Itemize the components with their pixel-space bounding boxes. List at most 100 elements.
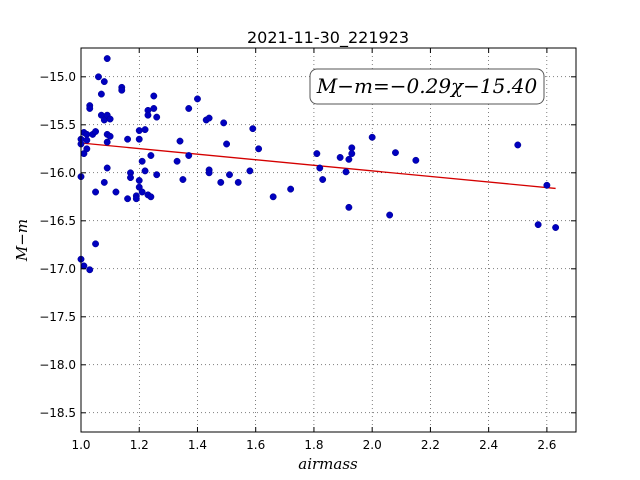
data-point: [147, 193, 155, 201]
data-point: [144, 111, 152, 119]
data-point: [368, 133, 376, 141]
y-tick-label: −18.5: [39, 406, 76, 420]
data-point: [92, 188, 100, 196]
data-point: [103, 138, 111, 146]
data-point: [86, 266, 94, 274]
data-point: [150, 92, 158, 100]
data-point: [135, 177, 143, 184]
y-tick-label: −15.5: [39, 118, 76, 132]
data-point: [80, 262, 88, 270]
data-point: [223, 140, 231, 148]
data-point: [348, 144, 356, 152]
annotation-box: [309, 68, 545, 105]
data-point: [153, 113, 161, 121]
y-tick-label: −16.0: [39, 166, 76, 180]
data-point: [316, 164, 324, 172]
data-point: [132, 195, 140, 203]
data-point: [392, 149, 399, 157]
data-point: [141, 126, 149, 134]
grid: [80, 48, 576, 432]
data-point: [348, 150, 356, 158]
data-point: [135, 135, 143, 143]
data-point: [135, 127, 143, 135]
y-tick-label: −18.0: [39, 358, 76, 372]
y-tick-label: −15.0: [39, 70, 76, 84]
y-axis-label: M−m: [13, 219, 31, 262]
data-point: [118, 86, 126, 94]
data-point: [246, 167, 254, 175]
plot-frame: [80, 47, 577, 433]
data-point: [124, 135, 132, 143]
data-point: [124, 195, 132, 203]
x-tick-labels: 1.0 1.2 1.4 1.6 1.8 2.0 2.2 2.4 2.6: [71, 438, 556, 452]
chart-title: 2021-11-30_221923: [247, 28, 409, 48]
data-point: [552, 224, 560, 231]
data-point: [514, 141, 522, 149]
x-tick-label: 2.2: [421, 438, 440, 452]
data-point: [92, 240, 100, 248]
data-point: [345, 155, 353, 163]
data-point: [103, 164, 111, 172]
data-point: [313, 150, 321, 158]
x-tick-label: 2.0: [363, 438, 382, 452]
data-point: [103, 55, 111, 63]
data-point: [336, 153, 344, 161]
y-tick-label: −17.0: [39, 262, 76, 276]
y-tick-label: −16.5: [39, 214, 76, 228]
x-tick-label: 1.6: [246, 438, 265, 452]
data-point: [150, 105, 158, 112]
data-point: [412, 156, 420, 164]
x-tick-label: 2.6: [537, 438, 556, 452]
data-point: [127, 174, 134, 182]
data-point: [179, 176, 187, 183]
x-tick-label: 1.8: [304, 438, 323, 452]
y-tick-labels: −15.0 −15.5 −16.0 −16.5 −17.0 −17.5 −18.0 −18.5: [39, 70, 76, 420]
data-point: [83, 136, 91, 144]
data-point: [106, 115, 114, 123]
data-point: [141, 167, 149, 175]
data-point: [153, 171, 161, 179]
data-point: [185, 152, 193, 159]
data-point: [386, 211, 394, 219]
y-tick-label: −17.5: [39, 310, 76, 324]
data-point: [217, 178, 225, 186]
data-point: [287, 185, 295, 193]
data-point: [176, 137, 184, 145]
data-point: [255, 145, 263, 153]
scatter-points: [77, 55, 560, 274]
x-tick-label: 1.4: [188, 438, 207, 452]
x-axis-label: airmass: [298, 455, 358, 473]
axis-ticks: [80, 48, 576, 432]
data-point: [173, 157, 181, 165]
data-point: [205, 114, 213, 122]
data-point: [86, 105, 94, 112]
data-point: [100, 78, 108, 86]
data-point: [205, 169, 213, 177]
data-point: [319, 176, 327, 183]
data-point: [83, 145, 91, 153]
data-point: [234, 178, 242, 186]
data-point: [534, 221, 542, 229]
data-point: [185, 105, 193, 112]
data-point: [138, 188, 146, 196]
data-point: [226, 171, 233, 179]
data-point: [269, 193, 277, 201]
data-point: [220, 119, 228, 127]
data-point: [95, 73, 102, 81]
data-point: [106, 132, 114, 140]
data-point: [342, 168, 350, 176]
data-point: [97, 90, 105, 98]
data-point: [345, 203, 353, 211]
data-point: [194, 95, 201, 103]
data-point: [112, 188, 120, 196]
x-tick-label: 1.2: [130, 438, 149, 452]
x-tick-label: 1.0: [71, 438, 90, 452]
data-point: [100, 178, 108, 186]
fit-annotation: M−m=−0.29χ−15.40: [309, 68, 545, 105]
x-tick-label: 2.4: [479, 438, 498, 452]
data-point: [147, 152, 155, 159]
data-point: [543, 181, 551, 189]
data-point: [249, 125, 257, 133]
data-point: [92, 128, 100, 135]
